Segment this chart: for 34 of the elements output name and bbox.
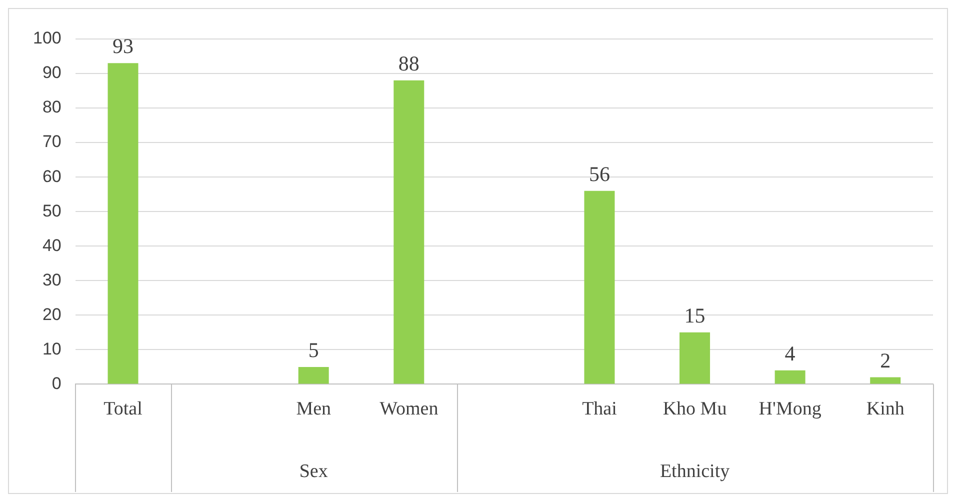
y-tick-label: 100 <box>32 28 62 48</box>
bar <box>584 190 615 384</box>
y-tick-label: 20 <box>42 304 62 324</box>
y-tick-label: 10 <box>42 339 62 358</box>
x-tick-label: Men <box>296 398 332 420</box>
y-tick-label: 0 <box>52 374 62 393</box>
y-tick-label: 50 <box>42 201 62 220</box>
text: Ethnicity <box>660 460 730 482</box>
x-tick-label: Total <box>104 398 142 420</box>
x-tick-label: H'Mong <box>758 398 822 420</box>
data-label: 93 <box>112 34 134 58</box>
data-label: 88 <box>398 51 420 76</box>
y-tick-label: 60 <box>42 166 62 186</box>
y-tick-label: 40 <box>42 236 62 255</box>
bar <box>870 377 901 384</box>
bar <box>108 63 138 384</box>
data-label: 5 <box>308 338 319 362</box>
data-label: 4 <box>784 341 796 366</box>
x-tick-label: Kinh <box>866 398 905 420</box>
x-tick-label: Kho Mu <box>662 398 728 420</box>
bar <box>680 332 710 384</box>
x-tick-label: Women <box>380 398 439 420</box>
bar <box>394 80 424 384</box>
text: Sex <box>299 460 328 482</box>
data-label: 56 <box>588 162 610 186</box>
x-tick-label: Thai <box>582 398 617 420</box>
y-tick-label: 80 <box>42 98 62 117</box>
data-label: 15 <box>684 303 706 328</box>
bar <box>298 366 329 384</box>
y-tick-label: 30 <box>42 270 62 290</box>
data-label: 2 <box>880 348 891 372</box>
y-tick-label: 70 <box>42 132 62 152</box>
bar <box>774 370 806 384</box>
y-tick-label: 90 <box>42 63 62 82</box>
